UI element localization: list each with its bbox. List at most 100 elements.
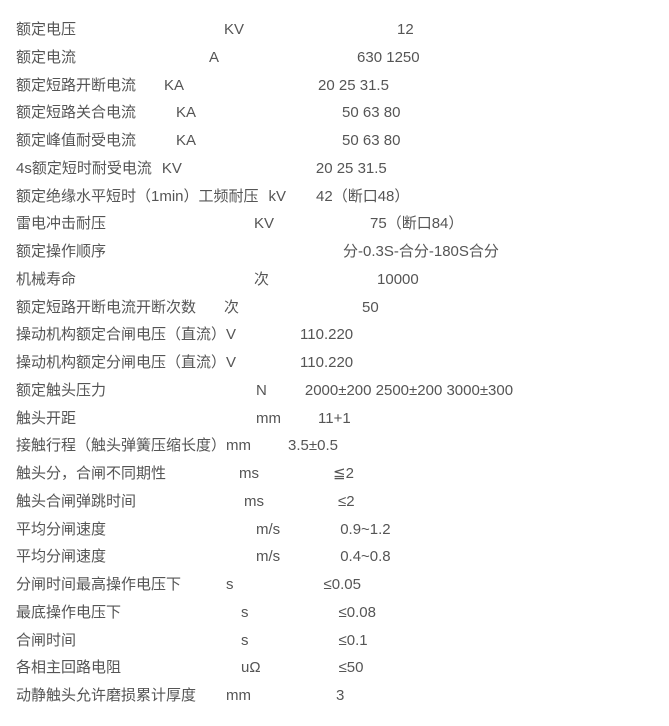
spec-unit: uΩ [241, 654, 339, 682]
spec-unit: N [256, 377, 305, 405]
spec-value: 75（断口84） [370, 210, 463, 238]
spec-value: 50 [362, 294, 379, 322]
spec-unit: KV [254, 210, 370, 238]
spec-value: 20 25 31.5 [318, 72, 389, 100]
spec-row: 操动机构额定分闸电压（直流）V110.220 [16, 349, 653, 377]
spec-label: 各相主回路电阻 [16, 654, 241, 682]
spec-label: 触头开距 [16, 405, 256, 433]
spec-label: 操动机构额定分闸电压（直流） [16, 349, 226, 377]
spec-row: 触头分，合闸不同期性ms≦2 [16, 460, 653, 488]
spec-row: 触头开距mm11+1 [16, 405, 653, 433]
spec-unit: m/s [256, 543, 340, 571]
spec-row: 额定短路关合电流KA50 63 80 [16, 99, 653, 127]
spec-unit: ms [239, 460, 333, 488]
spec-row: 额定绝缘水平短时（1min）工频耐压kV42（断口48） [16, 183, 653, 211]
spec-value: 3 [336, 682, 344, 710]
spec-row: 最底操作电压下s≤0.08 [16, 599, 653, 627]
spec-unit: KV [224, 16, 397, 44]
spec-value: ≤0.05 [324, 571, 361, 599]
spec-row: 额定短路开断电流开断次数次50 [16, 294, 653, 322]
spec-label: 雷电冲击耐压 [16, 210, 254, 238]
spec-row: 额定电压KV12 [16, 16, 653, 44]
spec-row: 4s额定短时耐受电流KV20 25 31.5 [16, 155, 653, 183]
spec-unit: V [226, 349, 300, 377]
spec-label: 合闸时间 [16, 627, 241, 655]
spec-row: 额定操作顺序 分-0.3S-合分-180S合分 [16, 238, 653, 266]
spec-value: 630 1250 [357, 44, 420, 72]
spec-label: 动静触头允许磨损累计厚度 [16, 682, 226, 710]
spec-value: ≤0.1 [339, 627, 368, 655]
spec-row: 接触行程（触头弹簧压缩长度）mm3.5±0.5 [16, 432, 653, 460]
spec-value: 0.4~0.8 [340, 543, 390, 571]
spec-label: 触头分，合闸不同期性 [16, 460, 239, 488]
spec-value: 分-0.3S-合分-180S合分 [343, 238, 499, 266]
spec-row: 触头合闸弹跳时间ms≤2 [16, 488, 653, 516]
spec-table: 额定电压KV12额定电流A630 1250额定短路开断电流KA20 25 31.… [16, 16, 653, 710]
spec-value: 2000±200 2500±200 3000±300 [305, 377, 513, 405]
spec-value: 12 [397, 16, 414, 44]
spec-row: 平均分闸速度m/s0.4~0.8 [16, 543, 653, 571]
spec-value: ≤0.08 [339, 599, 376, 627]
spec-label: 额定短路关合电流 [16, 99, 176, 127]
spec-unit: mm [256, 405, 318, 433]
spec-value: 42（断口48） [316, 183, 409, 211]
spec-label: 平均分闸速度 [16, 516, 256, 544]
spec-unit: KA [176, 99, 342, 127]
spec-unit: KA [164, 72, 318, 100]
spec-row: 额定触头压力N2000±200 2500±200 3000±300 [16, 377, 653, 405]
spec-label: 额定短路开断电流开断次数 [16, 294, 224, 322]
spec-value: ≤2 [338, 488, 355, 516]
spec-unit: 次 [254, 266, 377, 294]
spec-unit: s [241, 627, 339, 655]
spec-label: 最底操作电压下 [16, 599, 241, 627]
spec-row: 平均分闸速度m/s0.9~1.2 [16, 516, 653, 544]
spec-label: 额定绝缘水平短时（1min）工频耐压 [16, 183, 269, 211]
spec-label: 额定操作顺序 [16, 238, 106, 266]
spec-row: 额定短路开断电流KA20 25 31.5 [16, 72, 653, 100]
spec-row: 机械寿命次10000 [16, 266, 653, 294]
spec-unit: ms [244, 488, 338, 516]
spec-label: 触头合闸弹跳时间 [16, 488, 244, 516]
spec-unit: m/s [256, 516, 340, 544]
spec-value: 50 63 80 [342, 127, 400, 155]
spec-label: 4s额定短时耐受电流 [16, 155, 162, 183]
spec-unit: s [241, 599, 339, 627]
spec-label: 额定电流 [16, 44, 209, 72]
spec-label: 分闸时间最高操作电压下 [16, 571, 226, 599]
spec-unit: mm [226, 682, 336, 710]
spec-row: 操动机构额定合闸电压（直流）V110.220 [16, 321, 653, 349]
spec-value: 11+1 [318, 405, 351, 433]
spec-row: 雷电冲击耐压KV75（断口84） [16, 210, 653, 238]
spec-unit: kV [269, 183, 317, 211]
spec-unit: KV [162, 155, 316, 183]
spec-row: 分闸时间最高操作电压下s≤0.05 [16, 571, 653, 599]
spec-unit: V [226, 321, 300, 349]
spec-unit: mm [226, 432, 288, 460]
spec-unit: 次 [224, 294, 362, 322]
spec-label: 额定电压 [16, 16, 224, 44]
spec-label: 平均分闸速度 [16, 543, 256, 571]
spec-value: 110.220 [300, 349, 353, 377]
spec-label: 机械寿命 [16, 266, 254, 294]
spec-row: 动静触头允许磨损累计厚度mm3 [16, 682, 653, 710]
spec-row: 各相主回路电阻uΩ≤50 [16, 654, 653, 682]
spec-label: 操动机构额定合闸电压（直流） [16, 321, 226, 349]
spec-value: ≦2 [333, 460, 354, 488]
spec-value: 10000 [377, 266, 419, 294]
spec-value: 50 63 80 [342, 99, 400, 127]
spec-value: 0.9~1.2 [340, 516, 390, 544]
spec-unit: KA [176, 127, 342, 155]
spec-unit: A [209, 44, 357, 72]
spec-unit: s [226, 571, 324, 599]
spec-value: ≤50 [339, 654, 364, 682]
spec-row: 合闸时间s≤0.1 [16, 627, 653, 655]
spec-label: 额定触头压力 [16, 377, 256, 405]
spec-value: 110.220 [300, 321, 353, 349]
spec-label: 额定峰值耐受电流 [16, 127, 176, 155]
spec-row: 额定电流A630 1250 [16, 44, 653, 72]
spec-label: 接触行程（触头弹簧压缩长度） [16, 432, 226, 460]
spec-label: 额定短路开断电流 [16, 72, 164, 100]
spec-row: 额定峰值耐受电流KA50 63 80 [16, 127, 653, 155]
spec-value: 3.5±0.5 [288, 432, 338, 460]
spec-value: 20 25 31.5 [316, 155, 387, 183]
